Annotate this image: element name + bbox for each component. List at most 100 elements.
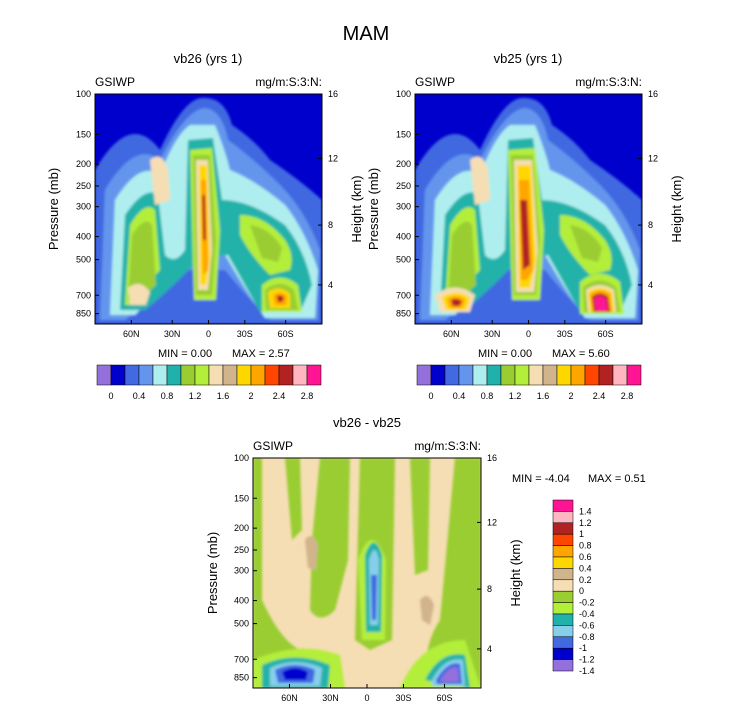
y-tick-label: 300 — [76, 202, 91, 212]
x-tick-label: 60S — [598, 329, 614, 339]
field-cloud — [440, 667, 459, 682]
colorbar-label: 2.4 — [593, 391, 606, 401]
y-axis-label: Pressure (mb) — [366, 168, 381, 250]
y-tick-label: 250 — [396, 181, 411, 191]
y-tick-label: 400 — [396, 232, 411, 242]
colorbar-label: 1.6 — [217, 391, 230, 401]
max-label: MAX = 0.51 — [588, 473, 646, 485]
colorbar-label: 0.4 — [453, 391, 466, 401]
y-right-tick-label: 12 — [648, 153, 658, 163]
colorbar-box — [552, 511, 574, 524]
colorbar-label: -1.2 — [579, 655, 595, 665]
colorbar-box — [110, 364, 126, 386]
colorbar-box — [500, 364, 516, 386]
y-tick-label: 700 — [234, 654, 249, 664]
y-tick-label: 100 — [396, 89, 411, 99]
colorbar-box — [598, 364, 614, 386]
units-label: mg/m:S:3:N: — [575, 75, 642, 89]
colorbar-label: 0.6 — [579, 552, 592, 562]
x-tick-label: 0 — [364, 693, 369, 703]
y-right-tick-label: 16 — [648, 89, 658, 99]
colorbar-box — [514, 364, 530, 386]
axis-ticks: 100 150 200 250 300 400 500 700 850 16 12 8 4 60N 30N 0… — [396, 89, 658, 339]
colorbar-label: -1.4 — [579, 666, 595, 676]
page-title: MAM — [343, 23, 390, 45]
colorbar-box — [430, 364, 446, 386]
colorbar-box — [552, 499, 574, 512]
min-label: MIN = 0.00 — [478, 348, 532, 360]
y-tick-label: 300 — [396, 202, 411, 212]
colorbar-box — [552, 613, 574, 626]
y-tick-label: 200 — [234, 523, 249, 533]
colorbar-box — [570, 364, 586, 386]
variable-label: GSIWP — [253, 439, 293, 453]
y-tick-label: 200 — [76, 159, 91, 169]
colorbar-label: 2.4 — [273, 391, 286, 401]
colorbar-box — [552, 590, 574, 603]
y-tick-label: 850 — [76, 309, 91, 319]
panel-title: vb26 - vb25 — [333, 415, 401, 430]
colorbar-box — [552, 625, 574, 638]
colorbar-label: 1.4 — [579, 506, 592, 516]
colorbar-box — [416, 364, 432, 386]
colorbar-box — [208, 364, 224, 386]
colorbar-label: 0.2 — [579, 575, 592, 585]
y-right-tick-label: 4 — [648, 280, 653, 290]
colorbar: 0 0.4 0.8 1.2 1.6 2 2.4 2.8 — [416, 364, 642, 401]
y-tick-label: 500 — [396, 255, 411, 265]
colorbar-label: -0.8 — [579, 632, 595, 642]
colorbar-box — [552, 533, 574, 546]
colorbar-box — [486, 364, 502, 386]
colorbar-label: 0 — [579, 586, 584, 596]
field-cloud — [285, 458, 350, 618]
y-right-tick-label: 12 — [487, 517, 497, 527]
variable-label: GSIWP — [95, 75, 135, 89]
panel-vb26: vb26 (yrs 1) GSIWP mg/m:S:3:N: Pressure … — [46, 51, 364, 401]
panel-difference: vb26 - vb25 GSIWP mg/m:S:3:N: Pressure (… — [205, 415, 646, 703]
colorbar: 1.4 1.21 0.80.60.4 0.20 -0.2-0.4-0.6 -0.8-1 -1… — [552, 499, 595, 676]
colorbar-box — [626, 364, 642, 386]
colorbar-label: 0 — [428, 391, 433, 401]
panel-title: vb25 (yrs 1) — [494, 51, 563, 66]
colorbar-label: -1 — [579, 643, 587, 653]
y-right-axis-label: Height (km) — [508, 539, 523, 606]
y-tick-label: 500 — [76, 255, 91, 265]
field-cloud — [262, 542, 470, 688]
y-tick-label: 150 — [396, 129, 411, 139]
units-label: mg/m:S:3:N: — [414, 439, 481, 453]
colorbar-label: 0.8 — [579, 541, 592, 551]
x-tick-label: 30S — [395, 693, 411, 703]
x-tick-label: 30N — [484, 329, 501, 339]
colorbar-box — [612, 364, 628, 386]
x-tick-label: 30S — [237, 329, 253, 339]
colorbar-label: 2.8 — [301, 391, 314, 401]
y-tick-label: 400 — [76, 232, 91, 242]
field-cloud — [410, 458, 481, 688]
colorbar-box — [236, 364, 252, 386]
colorbar-box — [552, 579, 574, 592]
axis-ticks: 100 150 200 250 300 400 500 700 850 16 12 8 4 60N 30N 0… — [234, 453, 497, 703]
colorbar-box — [528, 364, 544, 386]
colorbar-box — [222, 364, 238, 386]
variable-label: GSIWP — [415, 75, 455, 89]
colorbar-box — [552, 602, 574, 615]
y-tick-label: 500 — [234, 619, 249, 629]
colorbar-label: 1.2 — [579, 518, 592, 528]
field-cloud — [305, 536, 434, 625]
colorbar-label: -0.2 — [579, 598, 595, 608]
x-tick-label: 60S — [437, 693, 453, 703]
colorbar-label: 0.4 — [579, 563, 592, 573]
colorbar-box — [124, 364, 140, 386]
colorbar-box — [194, 364, 210, 386]
colorbar-label: 0.8 — [161, 391, 174, 401]
colorbar-box — [552, 522, 574, 535]
y-tick-label: 200 — [396, 159, 411, 169]
y-right-tick-label: 16 — [328, 89, 338, 99]
y-tick-label: 250 — [76, 181, 91, 191]
y-tick-label: 150 — [234, 493, 249, 503]
y-axis-label: Pressure (mb) — [205, 532, 220, 614]
colorbar-box — [152, 364, 168, 386]
y-right-tick-label: 8 — [328, 220, 333, 230]
y-tick-label: 700 — [396, 290, 411, 300]
y-tick-label: 850 — [396, 309, 411, 319]
